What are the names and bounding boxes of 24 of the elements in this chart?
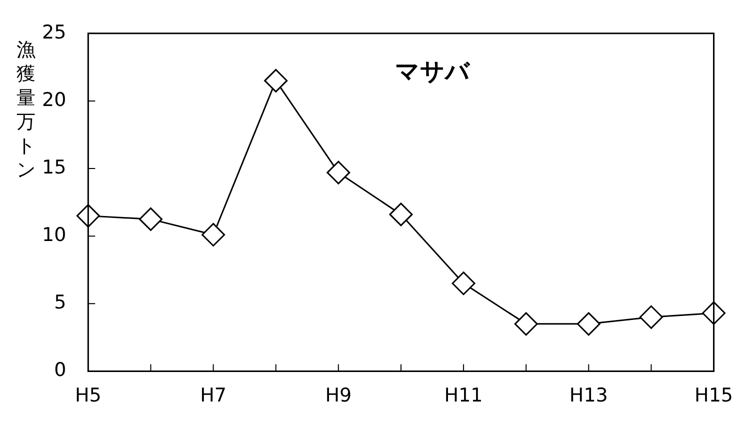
point [76,204,100,228]
point [202,222,226,246]
x-tick-label: H13 [569,384,608,407]
point [264,68,288,92]
y-tick-label: 15 [42,156,66,178]
x-tick-label: H5 [74,384,102,407]
x-tick-label: H7 [200,384,226,407]
x-tick-label: H9 [325,384,352,407]
y-axis-title: 漁獲量万トン [16,38,36,182]
y-tick-label: 5 [54,292,66,314]
point [514,312,538,336]
y-tick-label: 25 [42,21,66,44]
y-tick-label: 0 [54,359,66,382]
text: マサバ [394,58,471,86]
point [452,272,476,296]
point [326,160,350,184]
x-tick-label: H15 [694,384,733,407]
point [138,207,162,231]
y-tick-label: 10 [42,224,66,246]
y-tick-label: 20 [42,88,66,111]
x-tick-label: H11 [444,384,483,407]
point [576,312,600,336]
point [389,202,413,226]
point [639,305,663,329]
